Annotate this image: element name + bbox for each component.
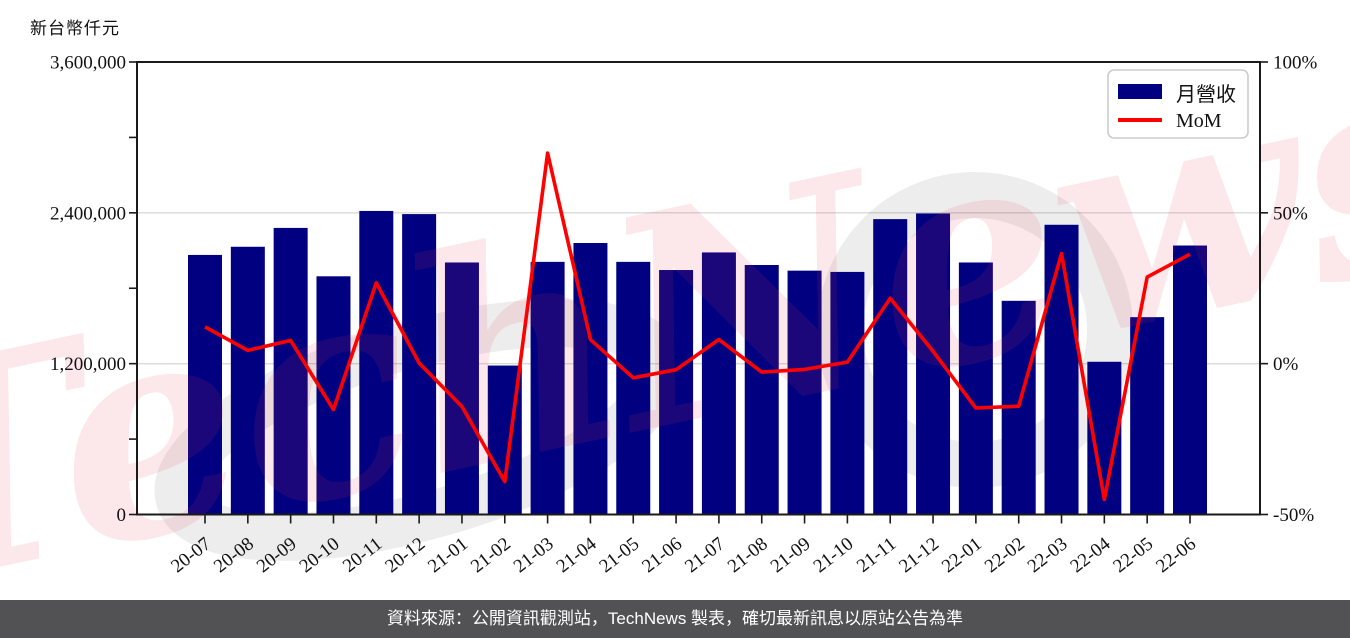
right-tick-label: 100% (1273, 53, 1318, 74)
x-tick-label: 22-02 (981, 533, 1029, 577)
x-tick-label: 21-03 (510, 533, 558, 577)
x-tick-label: 21-02 (467, 533, 515, 577)
bar-22-03 (1044, 224, 1079, 515)
right-tick-label: 50% (1273, 203, 1308, 224)
bar-20-09 (273, 227, 308, 515)
x-tick-label: 21-12 (895, 533, 943, 577)
left-tick-label: 1,200,000 (50, 354, 126, 375)
bar-21-01 (444, 262, 479, 515)
right-tick-label: 0% (1273, 354, 1299, 375)
x-tick-label: 21-11 (853, 533, 900, 576)
x-tick-label: 22-01 (938, 533, 986, 577)
left-tick-label: 0 (117, 505, 127, 526)
x-tick-label: 21-09 (767, 533, 815, 577)
bar-20-10 (316, 276, 351, 515)
bar-21-10 (830, 271, 865, 515)
x-tick-label: 22-03 (1024, 533, 1072, 577)
revenue-mom-chart: TechNews01,200,0002,400,0003,600,000-50%… (0, 0, 1350, 600)
bar-21-05 (616, 261, 651, 515)
x-tick-label: 21-10 (810, 533, 858, 577)
x-tick-label: 21-05 (595, 533, 643, 577)
bar-21-06 (659, 270, 694, 515)
mom-line (204, 151, 1191, 502)
x-tick-label: 21-08 (724, 533, 772, 577)
legend-item-mom: MoM (1176, 110, 1222, 132)
bar-21-09 (787, 270, 822, 515)
left-tick-label: 3,600,000 (50, 53, 126, 74)
bar-22-06 (1173, 245, 1207, 515)
y-axis-unit-label: 新台幣仟元 (30, 19, 120, 38)
bar-21-11 (873, 219, 908, 515)
left-tick-label: 2,400,000 (50, 203, 126, 224)
x-tick-label: 21-04 (553, 533, 601, 577)
x-tick-label: 22-05 (1109, 533, 1157, 577)
bar-20-08 (230, 246, 265, 515)
x-tick-label: 22-04 (1067, 533, 1115, 577)
legend-item-revenue: 月營收 (1176, 83, 1236, 106)
footer-source-note: 資料來源：公開資訊觀測站，TechNews 製表，確切最新訊息以原站公告為準 (0, 600, 1350, 638)
x-tick-label: 21-07 (681, 533, 729, 577)
bar-22-05 (1130, 317, 1165, 515)
x-tick-label: 21-06 (638, 533, 686, 577)
legend-bar-swatch (1118, 84, 1162, 99)
x-tick-label: 22-06 (1152, 533, 1200, 577)
bar-20-11 (359, 210, 394, 515)
bar-20-07 (188, 254, 222, 515)
right-tick-label: -50% (1273, 505, 1314, 526)
bar-21-03 (530, 261, 565, 515)
bar-22-01 (958, 262, 993, 515)
bar-21-08 (744, 264, 779, 515)
bar-21-07 (701, 252, 736, 515)
